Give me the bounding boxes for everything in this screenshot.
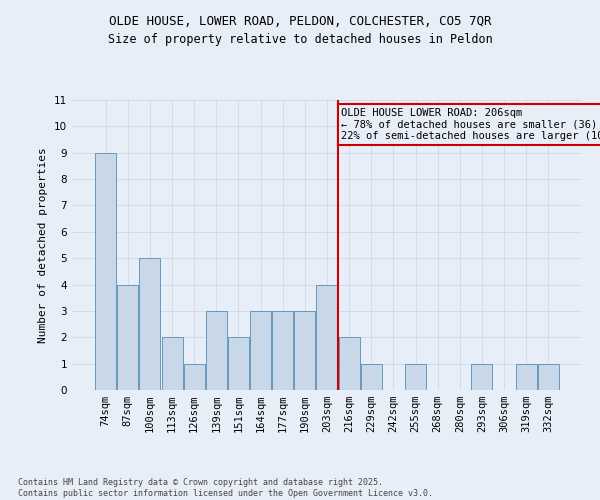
Bar [316, 284, 338, 390]
Bar [295, 311, 316, 390]
Bar [184, 364, 205, 390]
Bar [515, 364, 536, 390]
Bar [139, 258, 160, 390]
Bar [338, 338, 359, 390]
Text: OLDE HOUSE, LOWER ROAD, PELDON, COLCHESTER, CO5 7QR: OLDE HOUSE, LOWER ROAD, PELDON, COLCHEST… [109, 15, 491, 28]
Bar [161, 338, 182, 390]
Bar [472, 364, 493, 390]
Bar [361, 364, 382, 390]
Bar [272, 311, 293, 390]
Text: Contains HM Land Registry data © Crown copyright and database right 2025.
Contai: Contains HM Land Registry data © Crown c… [18, 478, 433, 498]
Bar [118, 284, 139, 390]
Bar [538, 364, 559, 390]
Bar [206, 311, 227, 390]
Bar [95, 152, 116, 390]
Bar [228, 338, 249, 390]
Text: Size of property relative to detached houses in Peldon: Size of property relative to detached ho… [107, 32, 493, 46]
Bar [250, 311, 271, 390]
Y-axis label: Number of detached properties: Number of detached properties [38, 147, 49, 343]
Text: OLDE HOUSE LOWER ROAD: 206sqm
← 78% of detached houses are smaller (36)
22% of s: OLDE HOUSE LOWER ROAD: 206sqm ← 78% of d… [341, 108, 600, 141]
Bar [405, 364, 426, 390]
